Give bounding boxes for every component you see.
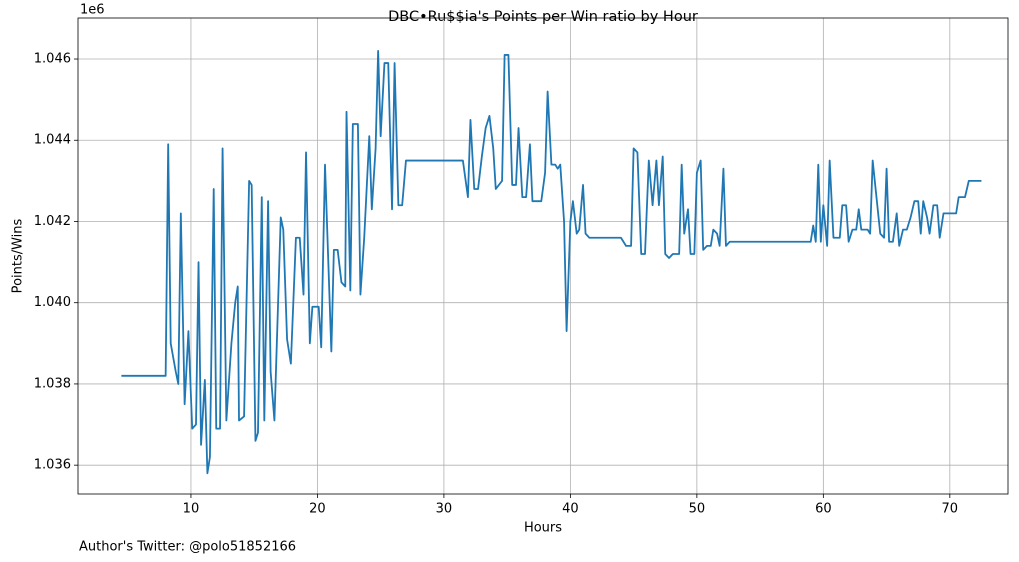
plot-frame [77, 17, 1009, 495]
x-axis-label: Hours [524, 521, 562, 536]
x-tick-label: 20 [309, 502, 326, 517]
x-tick-label: 40 [562, 502, 579, 517]
x-tick-label: 10 [183, 502, 200, 517]
y-offset-label: 1e6 [80, 3, 105, 18]
y-axis-label: Points/Wins [11, 218, 26, 293]
author-note: Author's Twitter: @polo51852166 [79, 540, 296, 555]
y-tick-label: 1.040 [34, 295, 71, 310]
x-tick-label: 60 [815, 502, 832, 517]
y-tick-label: 1.044 [34, 133, 71, 148]
y-tick-label: 1.036 [34, 458, 71, 473]
y-tick-label: 1.038 [34, 376, 71, 391]
y-tick-label: 1.046 [34, 52, 71, 67]
x-tick-label: 30 [436, 502, 453, 517]
data-line [121, 50, 982, 475]
x-tick-label: 70 [942, 502, 959, 517]
x-tick-label: 50 [689, 502, 706, 517]
chart-title: DBC•Ru$$ia's Points per Win ratio by Hou… [388, 9, 698, 25]
y-tick-label: 1.042 [34, 214, 71, 229]
